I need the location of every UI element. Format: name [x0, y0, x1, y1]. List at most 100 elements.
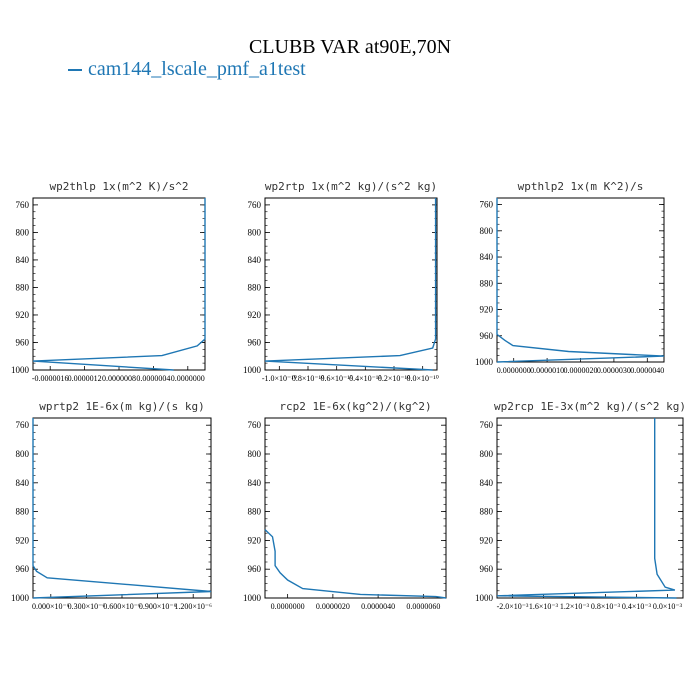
y-tick-label: 960 [480, 331, 494, 341]
series-line [496, 418, 677, 599]
y-tick-label: 760 [16, 200, 30, 210]
y-tick-label: 880 [248, 507, 262, 517]
panel-title: wp2thlp 1x(m^2 K)/s^2 [49, 180, 188, 193]
x-tick-label: 0.8×10⁻¹⁰ [292, 374, 324, 383]
x-tick-label: 0.600×10⁻⁶ [103, 602, 141, 611]
y-tick-label: 760 [248, 200, 262, 210]
x-tick-label: 0.4×10⁻³ [622, 602, 652, 611]
y-tick-label: 880 [480, 278, 494, 288]
x-tick-label: 0.8×10⁻³ [591, 602, 621, 611]
x-tick-label: 0.300×10⁻⁶ [68, 602, 106, 611]
series-line [32, 198, 206, 371]
y-tick-label: 1000 [475, 593, 494, 603]
panel-title: wpthlp2 1x(m K^2)/s [518, 180, 644, 193]
x-tick-label: 1.200×10⁻⁶ [174, 602, 212, 611]
panel-6: wp2rcp 1E-3x(m^2 kg)/(s^2 kg)760 800 840 88… [475, 400, 686, 611]
x-tick-label: 0.0000012 [68, 374, 102, 383]
x-tick-label: -1.0×10⁻¹⁰ [262, 374, 297, 383]
panel-3: wpthlp2 1x(m K^2)/s 760 800 840 880 920 960 100… [475, 180, 665, 375]
x-tick-label: -0.0000016 [32, 374, 69, 383]
panel-frame [264, 417, 447, 599]
y-tick-label: 920 [16, 310, 30, 320]
y-tick-label: 920 [248, 310, 262, 320]
x-tick-label: 0.0000004 [136, 374, 170, 383]
x-tick-label: 0.000×10⁻⁶ [32, 602, 70, 611]
y-tick-label: 760 [16, 420, 30, 430]
y-tick-label: 920 [16, 535, 30, 545]
y-tick-label: 760 [248, 420, 262, 430]
panel-frame [32, 197, 206, 371]
x-tick-label: 0.0×10⁻¹⁰ [406, 374, 438, 383]
y-tick-label: 920 [248, 535, 262, 545]
y-tick-label: 800 [16, 449, 30, 459]
y-tick-label: 760 [480, 200, 494, 210]
series-line [496, 198, 665, 363]
y-tick-label: 1000 [11, 365, 30, 375]
y-tick-label: 960 [248, 564, 262, 574]
y-tick-label: 800 [248, 449, 262, 459]
x-tick-label: 0.0000008 [102, 374, 136, 383]
y-tick-label: 840 [480, 478, 494, 488]
panel-frame [264, 197, 438, 371]
series-line [32, 418, 212, 599]
x-tick-label: 0.0000000 [497, 366, 531, 375]
y-tick-label: 1000 [11, 593, 30, 603]
x-tick-label: 0.0×10⁻³ [653, 602, 683, 611]
panel-frame [496, 417, 684, 599]
x-tick-label: 0.4×10⁻¹⁰ [349, 374, 381, 383]
y-tick-label: 880 [248, 282, 262, 292]
x-tick-label: 0.2×10⁻¹⁰ [378, 374, 410, 383]
x-tick-label: 0.0000030 [597, 366, 631, 375]
y-tick-label: 920 [480, 535, 494, 545]
series-line [264, 198, 437, 371]
y-tick-label: 840 [248, 478, 262, 488]
y-tick-label: 960 [16, 337, 30, 347]
x-tick-label: 0.0000020 [564, 366, 598, 375]
legend-line-icon [68, 69, 82, 72]
y-tick-label: 1000 [475, 357, 494, 367]
y-tick-label: 800 [16, 227, 30, 237]
x-tick-label: -2.0×10⁻³ [497, 602, 529, 611]
y-tick-label: 840 [16, 255, 30, 265]
x-tick-label: 0.0000000 [271, 602, 305, 611]
legend-label: cam144_lscale_pmf_a1test [88, 58, 306, 80]
y-tick-label: 1000 [243, 593, 262, 603]
x-tick-label: 1.2×10⁻³ [560, 602, 590, 611]
panel-2: wp2rtp 1x(m^2 kg)/(s^2 kg)760 800 840 880 92… [243, 180, 439, 383]
y-tick-label: 960 [248, 337, 262, 347]
y-tick-label: 800 [480, 226, 494, 236]
panel-title: rcp2 1E-6x(kg^2)/(kg^2) [279, 400, 431, 413]
x-tick-label: 1.6×10⁻³ [529, 602, 559, 611]
y-tick-label: 880 [16, 282, 30, 292]
y-tick-label: 840 [248, 255, 262, 265]
y-tick-label: 760 [480, 420, 494, 430]
x-tick-label: 0.0000010 [530, 366, 564, 375]
x-tick-label: 0.0000020 [316, 602, 350, 611]
x-tick-label: 0.0000040 [630, 366, 664, 375]
x-tick-label: 0.0000060 [406, 602, 440, 611]
panel-title: wp2rtp 1x(m^2 kg)/(s^2 kg) [265, 180, 437, 193]
y-tick-label: 800 [480, 449, 494, 459]
x-tick-label: 0.0000040 [361, 602, 395, 611]
panel-title: wp2rcp 1E-3x(m^2 kg)/(s^2 kg) [494, 400, 686, 413]
y-tick-label: 920 [480, 305, 494, 315]
x-tick-label: 0.900×10⁻⁶ [139, 602, 177, 611]
panel-1: wp2thlp 1x(m^2 K)/s^2 760 800 840 880 920 960 1… [11, 180, 206, 383]
y-tick-label: 880 [16, 507, 30, 517]
panel-frame [496, 197, 665, 363]
panel-frame [32, 417, 212, 599]
figure-title: CLUBB VAR at90E,70N [248, 36, 452, 58]
legend: cam144_lscale_pmf_a1test [68, 58, 306, 81]
panel-title: wprtp2 1E-6x(m kg)/(s kg) [39, 400, 205, 413]
x-tick-label: 0.6×10⁻¹⁰ [320, 374, 352, 383]
y-tick-label: 960 [16, 564, 30, 574]
y-tick-label: 1000 [243, 365, 262, 375]
series-line [264, 529, 447, 599]
panel-4: wprtp2 1E-6x(m kg)/(s kg) 760 800 840 880 920… [11, 400, 212, 611]
x-tick-label: 0.0000000 [171, 374, 205, 383]
y-tick-label: 840 [480, 252, 494, 262]
y-tick-label: 880 [480, 507, 494, 517]
panel-5: rcp2 1E-6x(kg^2)/(kg^2) 760 800 840 880 920 96… [243, 400, 447, 611]
y-tick-label: 800 [248, 227, 262, 237]
